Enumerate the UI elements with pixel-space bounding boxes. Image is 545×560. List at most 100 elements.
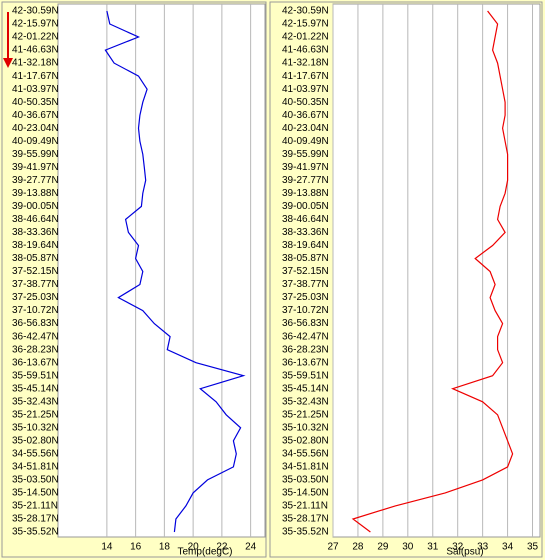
y-tick-label: 41-03.97N — [12, 84, 59, 95]
y-tick-label: 40-50.35N — [12, 97, 59, 108]
x-tick-label: 29 — [377, 542, 389, 553]
y-tick-label: 35-28.17N — [282, 514, 329, 525]
y-tick-label: 37-10.72N — [12, 305, 59, 316]
y-tick-label: 35-35.52N — [12, 527, 59, 538]
y-tick-label: 34-55.56N — [12, 448, 59, 459]
data-line — [104, 10, 246, 533]
y-tick-label: 38-46.64N — [282, 214, 329, 225]
y-tick-label: 35-10.32N — [12, 422, 59, 433]
y-tick-label: 42-30.59N — [282, 6, 329, 17]
y-tick-label: 41-17.67N — [12, 71, 59, 82]
y-tick-label: 35-03.50N — [12, 475, 59, 486]
y-tick-label: 34-55.56N — [282, 448, 329, 459]
y-tick-label: 37-38.77N — [12, 279, 59, 290]
y-tick-label: 36-13.67N — [282, 357, 329, 368]
y-tick-label: 40-36.67N — [282, 110, 329, 121]
x-tick-label: 22 — [216, 542, 228, 553]
y-tick-label: 34-51.81N — [12, 462, 59, 473]
y-tick-label: 40-09.49N — [12, 136, 59, 147]
y-tick-label: 39-41.97N — [12, 162, 59, 173]
y-tick-label: 38-05.87N — [12, 253, 59, 264]
y-tick-label: 36-56.83N — [282, 318, 329, 329]
y-tick-label: 42-01.22N — [282, 32, 329, 43]
y-tick-label: 38-19.64N — [12, 240, 59, 251]
y-tick-label: 35-21.25N — [12, 409, 59, 420]
y-tick-label: 38-33.36N — [12, 227, 59, 238]
y-tick-label: 34-51.81N — [282, 462, 329, 473]
y-tick-label: 35-02.80N — [12, 435, 59, 446]
y-tick-label: 42-15.97N — [12, 19, 59, 30]
x-tick-label: 27 — [327, 542, 339, 553]
y-tick-label: 37-52.15N — [12, 266, 59, 277]
x-tick-label: 31 — [427, 542, 439, 553]
x-tick-label: 32 — [452, 542, 464, 553]
y-tick-label: 39-55.99N — [282, 149, 329, 160]
y-tick-label: 37-25.03N — [12, 292, 59, 303]
y-tick-label: 35-32.43N — [282, 396, 329, 407]
y-tick-label: 35-59.51N — [12, 370, 59, 381]
y-tick-label: 35-21.11N — [12, 501, 58, 512]
x-axis-title: Sal(psu) — [446, 547, 483, 558]
y-tick-label: 35-10.32N — [282, 422, 329, 433]
y-tick-label: 35-35.52N — [282, 527, 329, 538]
x-tick-label: 33 — [477, 542, 489, 553]
y-tick-label: 40-23.04N — [12, 123, 59, 134]
y-tick-label: 35-32.43N — [12, 396, 59, 407]
x-axis-title: Temp(degC) — [177, 547, 232, 558]
x-tick-label: 16 — [130, 542, 142, 553]
y-tick-label: 38-33.36N — [282, 227, 329, 238]
y-tick-label: 37-10.72N — [282, 305, 329, 316]
x-tick-label: 35 — [527, 542, 539, 553]
direction-arrow-head — [3, 58, 13, 68]
y-tick-label: 39-13.88N — [12, 188, 59, 199]
y-tick-label: 41-46.63N — [282, 45, 329, 56]
plot-area — [57, 3, 266, 538]
y-tick-label: 36-13.67N — [12, 357, 59, 368]
y-tick-label: 37-38.77N — [282, 279, 329, 290]
y-tick-label: 38-46.64N — [12, 214, 59, 225]
y-tick-label: 42-01.22N — [12, 32, 59, 43]
x-tick-label: 34 — [502, 542, 514, 553]
y-tick-label: 39-55.99N — [12, 149, 59, 160]
y-tick-label: 37-25.03N — [282, 292, 329, 303]
y-tick-label: 35-28.17N — [12, 514, 59, 525]
y-tick-label: 41-17.67N — [282, 71, 329, 82]
y-tick-label: 38-05.87N — [282, 253, 329, 264]
data-line — [351, 10, 514, 533]
y-tick-label: 40-23.04N — [282, 123, 329, 134]
y-tick-label: 42-30.59N — [12, 6, 59, 17]
y-tick-label: 39-00.05N — [282, 201, 329, 212]
y-tick-label: 41-32.18N — [282, 58, 329, 69]
y-tick-label: 35-45.14N — [12, 383, 59, 394]
y-tick-label: 35-45.14N — [282, 383, 329, 394]
y-tick-label: 40-36.67N — [12, 110, 59, 121]
y-tick-label: 35-21.25N — [282, 409, 329, 420]
panel-frame — [1, 1, 267, 558]
y-tick-label: 41-46.63N — [12, 45, 59, 56]
x-tick-label: 28 — [352, 542, 364, 553]
y-tick-label: 36-28.23N — [12, 344, 59, 355]
y-tick-label: 39-41.97N — [282, 162, 329, 173]
y-tick-label: 35-59.51N — [282, 370, 329, 381]
y-tick-label: 39-13.88N — [282, 188, 329, 199]
y-tick-label: 39-27.77N — [12, 175, 59, 186]
panel-frame — [269, 1, 543, 558]
y-tick-label: 37-52.15N — [282, 266, 329, 277]
x-tick-label: 24 — [245, 542, 257, 553]
plot-area — [332, 3, 541, 538]
y-tick-label: 41-03.97N — [282, 84, 329, 95]
y-tick-label: 36-42.47N — [282, 331, 329, 342]
x-tick-label: 18 — [159, 542, 171, 553]
y-tick-label: 38-19.64N — [282, 240, 329, 251]
y-tick-label: 42-15.97N — [282, 19, 329, 30]
y-tick-label: 35-21.11N — [282, 501, 328, 512]
y-tick-label: 35-14.50N — [12, 488, 59, 499]
x-tick-label: 20 — [188, 542, 200, 553]
y-tick-label: 36-56.83N — [12, 318, 59, 329]
y-tick-label: 35-03.50N — [282, 475, 329, 486]
y-tick-label: 35-14.50N — [282, 488, 329, 499]
y-tick-label: 41-32.18N — [12, 58, 59, 69]
y-tick-label: 35-02.80N — [282, 435, 329, 446]
y-tick-label: 36-28.23N — [282, 344, 329, 355]
